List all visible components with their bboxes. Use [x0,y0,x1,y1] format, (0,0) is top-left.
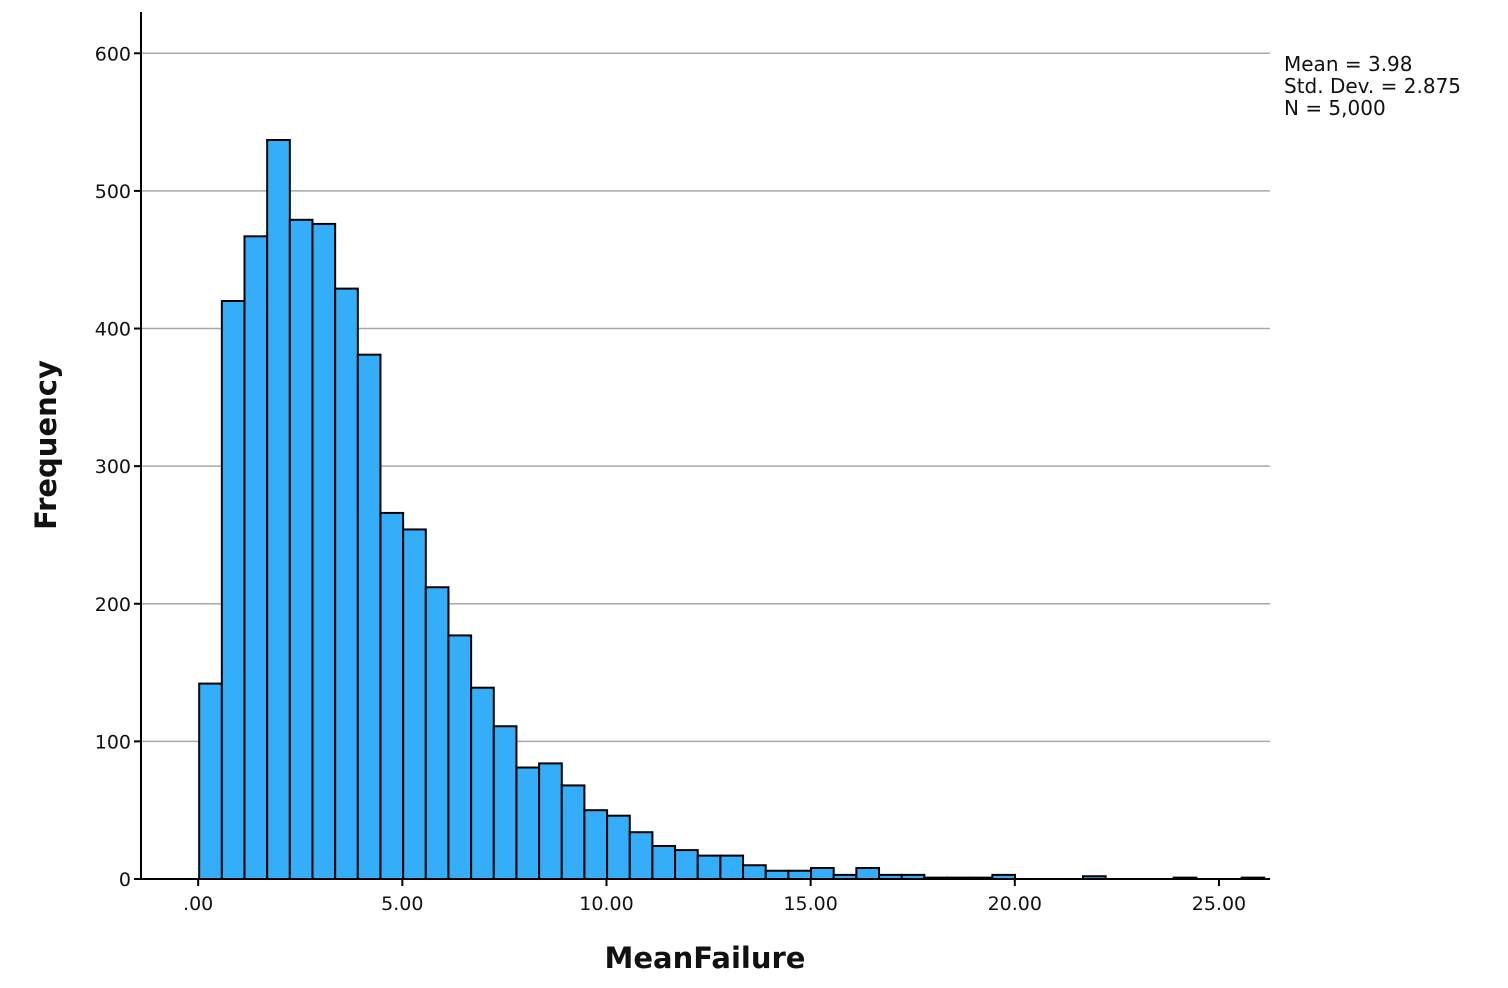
bar-bin-0 [198,682,223,880]
bar-bin-23 [719,854,745,880]
bar-bin-7 [356,353,382,880]
bar-bin-19 [628,831,654,881]
bar-bin-18 [606,814,631,881]
x-tick-label: 15.00 [783,893,837,915]
bar-bin-12 [470,686,495,881]
bar-bin-20 [651,844,677,881]
bar-bin-24 [742,864,767,881]
x-tick-label: 5.00 [381,893,423,915]
bar-bin-17 [583,809,609,881]
x-tick-label: 20.00 [988,893,1042,915]
bar-bin-9 [402,528,427,880]
x-tick-label: 10.00 [579,893,633,915]
bar-bin-29 [855,866,881,881]
histogram-bars [198,138,1266,881]
bar-bin-5 [311,222,337,880]
x-axis-title: MeanFailure [605,941,806,975]
bar-bin-16 [560,784,586,881]
bar-bin-27 [810,866,835,881]
bar-bin-25 [764,869,790,881]
bar-bin-3 [266,138,291,880]
bar-bin-22 [696,854,722,880]
stats-n: N = 5,000 [1284,96,1386,120]
bar-bin-2 [243,235,269,881]
bar-bin-13 [492,725,518,880]
bar-bin-10 [424,586,450,880]
y-tick-label: 300 [95,456,131,478]
y-tick-label: 100 [95,731,131,753]
bar-bin-14 [515,766,541,880]
y-tick-label: 400 [95,319,131,341]
y-tick-label: 0 [119,869,131,891]
x-tick-label: .00 [183,893,213,915]
stats-std-dev: Std. Dev. = 2.875 [1284,74,1461,98]
y-axis-ticks: 0 100 200 300 400 500 600 [95,43,141,891]
y-tick-label: 500 [95,181,131,203]
y-tick-label: 200 [95,594,131,616]
stats-box: Mean = 3.98 Std. Dev. = 2.875 N = 5,000 [1284,52,1461,120]
x-tick-label: 25.00 [1192,893,1246,915]
bar-bin-26 [787,869,813,881]
y-tick-label: 600 [95,43,131,65]
bar-bin-6 [334,287,359,881]
bar-bin-21 [674,849,699,880]
bar-bin-11 [447,634,473,881]
bar-bin-4 [288,218,314,881]
bar-bin-1 [220,300,246,880]
y-axis-title: Frequency [29,360,63,530]
bar-bin-8 [379,511,405,881]
stats-mean: Mean = 3.98 [1284,52,1413,76]
bar-bin-15 [538,762,563,881]
x-axis-ticks: .00 5.00 10.00 15.00 20.00 25.00 [183,879,1246,915]
